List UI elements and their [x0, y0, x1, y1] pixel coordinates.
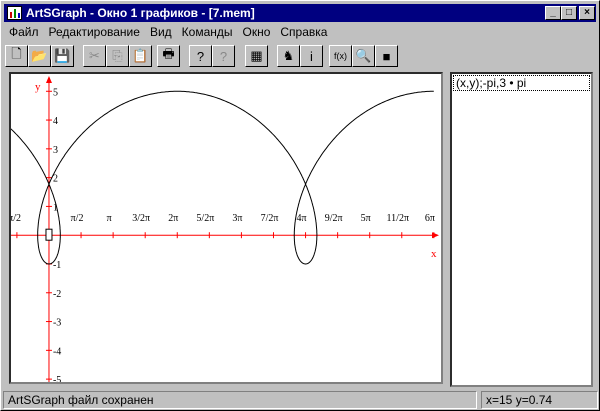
zoom-icon: 🔍 [355, 48, 372, 63]
menu-3[interactable]: Команды [181, 25, 233, 39]
app-icon [7, 6, 22, 20]
close-button[interactable]: × [579, 6, 595, 20]
y-tick-label: 1 [53, 202, 58, 213]
copy-button[interactable]: ⎘ [106, 45, 129, 67]
status-coords: x=15 y=0.74 [481, 391, 598, 409]
animate-icon: ♞ [282, 48, 295, 63]
menu-5[interactable]: Справка [280, 25, 328, 39]
y-axis-label: y [35, 81, 41, 93]
x-tick-label: 7/2π [261, 213, 279, 224]
x-tick-label: π [107, 213, 112, 224]
x-tick-label: 6π [425, 213, 435, 224]
y-tick-label: -4 [53, 346, 61, 357]
save-button[interactable]: 💾 [51, 45, 74, 67]
menu-bar: Файл Редактирование Вид Команды Окно Справка [4, 23, 332, 41]
menu-1[interactable]: Редактирование [48, 25, 140, 39]
window-title: ArtSGraph - Окно 1 графиков - [7.mem] [26, 6, 255, 20]
y-tick-label: -3 [53, 318, 61, 329]
graph-window-icon: ▦ [250, 48, 263, 63]
x-tick-label: 3π [232, 213, 242, 224]
menu-2[interactable]: Вид [149, 25, 172, 39]
paste-button[interactable]: 📋 [129, 45, 152, 67]
y-axis-arrow [45, 76, 52, 83]
new-button[interactable]: 🗋 [5, 45, 28, 67]
y-tick-label: 4 [53, 116, 58, 127]
function-button[interactable]: f(x) [329, 45, 352, 67]
copy-icon: ⎘ [112, 48, 123, 63]
graph-area[interactable]: x y -π/2 π/2 π 3/2π 2π 5/2π 3π 7/2π 4π 9/2π 5π 11/2π 6… [0, 72, 443, 386]
open-icon: 📂 [31, 48, 48, 63]
help-icon: ? [196, 48, 205, 64]
menu-0[interactable]: Файл [9, 25, 39, 39]
status-message: ArtSGraph файл сохранен [3, 391, 477, 409]
x-tick-label: -π/2 [11, 213, 21, 224]
info-button[interactable]: i [300, 45, 323, 67]
function-icon: f(x) [334, 51, 347, 61]
zoom-button[interactable]: 🔍 [352, 45, 375, 67]
help-button[interactable]: ? [189, 45, 212, 67]
x-tick-label: 2π [168, 213, 178, 224]
graph-chart: x y -π/2 π/2 π 3/2π 2π 5/2π 3π 7/2π 4π 9/2π 5π 11/2π 6… [0, 76, 439, 386]
context-help-button[interactable]: ? [212, 45, 235, 67]
maximize-button[interactable]: □ [561, 6, 577, 20]
3d-cube-button[interactable]: ■ [375, 45, 398, 67]
cursor-marker [45, 228, 53, 241]
y-tick-label: 3 [53, 145, 58, 156]
y-tick-label: 2 [53, 174, 58, 185]
y-tick-label: -1 [53, 260, 61, 271]
x-tick-label: 3/2π [132, 213, 150, 224]
print-button[interactable]: 🖶 [157, 45, 180, 67]
cut-icon: ✂ [89, 48, 100, 63]
x-tick-label: 11/2π [387, 213, 409, 224]
x-tick-label: 9/2π [325, 213, 343, 224]
new-icon: 🗋 [11, 46, 22, 61]
3d-cube-icon: ■ [382, 48, 391, 64]
animate-button[interactable]: ♞ [277, 45, 300, 67]
functions-list: (x,y);-pi,3 • pi [450, 72, 593, 387]
y-tick-label: -2 [53, 289, 61, 300]
x-axis-label: x [431, 248, 437, 260]
title-bar: ArtSGraph - Окно 1 графиков - [7.mem] _ … [4, 4, 596, 22]
x-tick-label: π/2 [71, 213, 84, 224]
y-tick-label: 5 [53, 87, 58, 98]
x-tick-label: 4π [297, 213, 307, 224]
x-tick-label: 5π [361, 213, 371, 224]
open-button[interactable]: 📂 [28, 45, 51, 67]
info-icon: i [310, 48, 313, 64]
print-icon: 🖶 [162, 46, 175, 61]
y-tick-label: -5 [53, 375, 61, 382]
context-help-icon: ? [219, 48, 228, 64]
x-axis-arrow [432, 232, 439, 239]
curve-line [0, 90, 434, 265]
graph-window-button[interactable]: ▦ [245, 45, 268, 67]
save-icon: 💾 [54, 48, 71, 63]
paste-icon: 📋 [132, 48, 149, 63]
minimize-button[interactable]: _ [545, 6, 561, 20]
cut-button[interactable]: ✂ [83, 45, 106, 67]
x-tick-label: 5/2π [196, 213, 214, 224]
function-item[interactable]: (x,y);-pi,3 • pi [453, 75, 590, 91]
menu-4[interactable]: Окно [242, 25, 271, 39]
